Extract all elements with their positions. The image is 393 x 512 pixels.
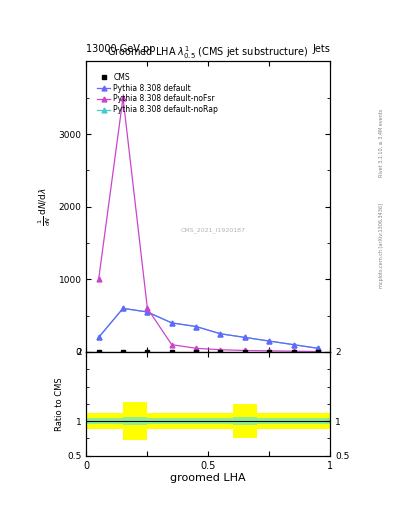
Pythia 8.308 default [145,309,150,315]
Pythia 8.308 default-noRap [169,320,174,326]
Pythia 8.308 default-noFsr [267,348,272,354]
Title: Groomed LHA $\lambda^{1}_{0.5}$ (CMS jet substructure): Groomed LHA $\lambda^{1}_{0.5}$ (CMS jet… [108,44,309,61]
Pythia 8.308 default-noRap [267,338,272,344]
Pythia 8.308 default [169,320,174,326]
Y-axis label: $\frac{1}{\mathrm{d}N}\,\mathrm{d}N/\mathrm{d}\lambda$: $\frac{1}{\mathrm{d}N}\,\mathrm{d}N/\mat… [37,187,53,226]
Pythia 8.308 default [121,305,125,311]
CMS [316,349,320,355]
Line: Pythia 8.308 default-noRap: Pythia 8.308 default-noRap [96,306,320,351]
Pythia 8.308 default-noFsr [316,349,320,355]
CMS [218,349,223,355]
Pythia 8.308 default-noFsr [242,348,247,354]
Legend: CMS, Pythia 8.308 default, Pythia 8.308 default-noFsr, Pythia 8.308 default-noRa: CMS, Pythia 8.308 default, Pythia 8.308 … [95,71,220,116]
Pythia 8.308 default-noFsr [121,95,125,101]
CMS [291,349,296,355]
Line: Pythia 8.308 default: Pythia 8.308 default [96,306,320,351]
Pythia 8.308 default-noRap [242,334,247,340]
CMS [242,349,247,355]
CMS [121,349,125,355]
Pythia 8.308 default-noRap [145,309,150,315]
Pythia 8.308 default [194,324,198,330]
Pythia 8.308 default [267,338,272,344]
Pythia 8.308 default-noFsr [96,276,101,283]
Pythia 8.308 default-noFsr [145,305,150,311]
Pythia 8.308 default-noRap [316,345,320,351]
Pythia 8.308 default-noRap [96,334,101,340]
Line: CMS: CMS [96,349,320,354]
Pythia 8.308 default-noRap [291,342,296,348]
CMS [194,349,198,355]
CMS [267,349,272,355]
Pythia 8.308 default-noFsr [169,342,174,348]
Pythia 8.308 default-noRap [194,324,198,330]
Pythia 8.308 default-noFsr [218,347,223,353]
Pythia 8.308 default-noRap [121,305,125,311]
Pythia 8.308 default [316,345,320,351]
CMS [96,349,101,355]
X-axis label: groomed LHA: groomed LHA [171,473,246,483]
CMS [145,349,150,355]
Y-axis label: Ratio to CMS: Ratio to CMS [55,377,64,431]
Pythia 8.308 default-noFsr [291,348,296,354]
CMS [169,349,174,355]
Text: mcplots.cern.ch [arXiv:1306.3436]: mcplots.cern.ch [arXiv:1306.3436] [379,203,384,288]
Text: CMS_2021_I1920187: CMS_2021_I1920187 [181,227,246,233]
Pythia 8.308 default [218,331,223,337]
Pythia 8.308 default-noFsr [194,345,198,351]
Text: 13000 GeV pp: 13000 GeV pp [86,44,156,54]
Pythia 8.308 default [96,334,101,340]
Pythia 8.308 default [291,342,296,348]
Line: Pythia 8.308 default-noFsr: Pythia 8.308 default-noFsr [96,95,320,354]
Pythia 8.308 default-noRap [218,331,223,337]
Text: Rivet 3.1.10, ≥ 3.4M events: Rivet 3.1.10, ≥ 3.4M events [379,109,384,178]
Text: Jets: Jets [312,44,330,54]
Pythia 8.308 default [242,334,247,340]
